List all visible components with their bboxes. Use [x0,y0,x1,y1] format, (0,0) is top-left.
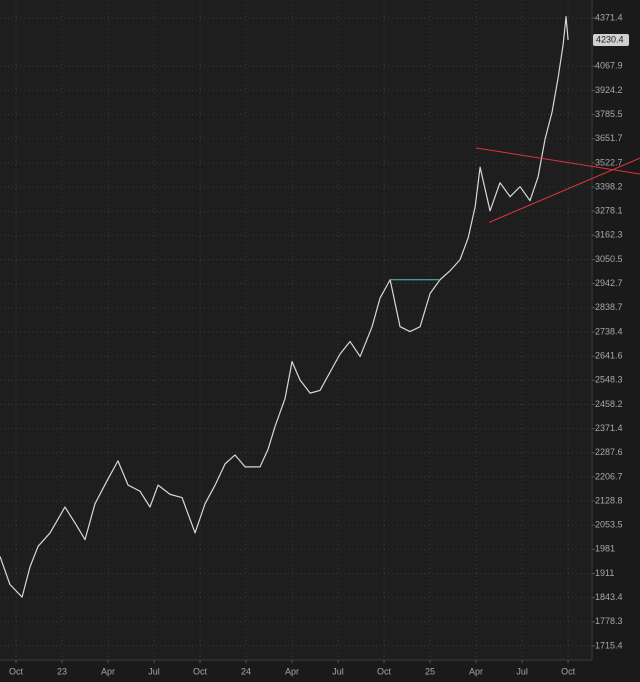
y-tick-label: 2053.5 [595,520,623,530]
x-tick-label: Apr [469,666,483,676]
last-price-label: 4230.4 [596,34,624,44]
y-axis-panel [592,0,640,682]
last-price-badge [593,33,629,46]
x-axis-panel [0,660,640,682]
x-tick-label: Jul [516,666,528,676]
price-line [0,16,569,598]
y-tick-label: 3398.2 [595,181,623,191]
y-tick-label: 1715.4 [595,640,623,650]
y-tick-label: 3785.5 [595,109,623,119]
x-tick-label: Oct [193,666,208,676]
y-tick-label: 1778.3 [595,616,623,626]
x-tick-label: 24 [241,666,251,676]
x-tick-label: Jul [148,666,160,676]
y-tick-label: 3278.1 [595,206,623,216]
x-tick-label: Jul [332,666,344,676]
x-tick-label: Oct [561,666,576,676]
x-tick-label: Apr [101,666,115,676]
y-tick-label: 2548.3 [595,375,623,385]
x-tick-label: 25 [425,666,435,676]
y-tick-label: 3924.2 [595,85,623,95]
y-tick-label: 1843.4 [595,592,623,602]
y-tick-label: 2371.4 [595,423,623,433]
x-tick-label: Apr [285,666,299,676]
y-tick-label: 4067.9 [595,61,623,71]
y-tick-label: 2738.4 [595,326,623,336]
y-tick-label: 4371.4 [595,12,623,22]
x-tick-label: 23 [57,666,67,676]
y-tick-label: 2128.8 [595,495,623,505]
y-tick-label: 2942.7 [595,278,623,288]
y-tick-label: 2287.6 [595,447,623,457]
y-tick-label: 3162.3 [595,230,623,240]
x-tick-label: Oct [377,666,392,676]
y-tick-label: 2838.7 [595,302,623,312]
y-tick-label: 3050.5 [595,254,623,264]
y-tick-label: 1911 [595,568,614,578]
y-tick-label: 3651.7 [595,133,623,143]
x-tick-label: Oct [9,666,24,676]
trendline [488,157,640,223]
y-tick-label: 1981 [595,544,615,554]
y-tick-label: 3522.7 [595,157,623,167]
y-tick-label: 2458.2 [595,399,623,409]
y-tick-label: 2206.7 [595,471,623,481]
y-tick-label: 2641.6 [595,351,623,361]
